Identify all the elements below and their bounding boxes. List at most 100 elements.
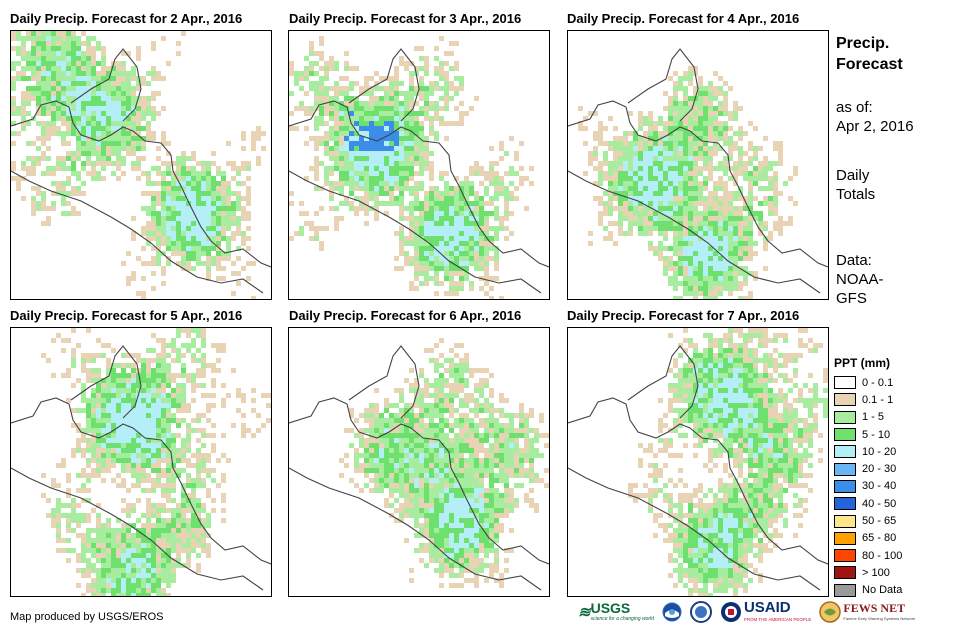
- precip-cell: [141, 296, 146, 299]
- precip-cell: [474, 221, 479, 226]
- precip-cell: [206, 176, 211, 181]
- precip-cell: [524, 176, 529, 181]
- precip-cell: [469, 448, 474, 453]
- precip-cell: [156, 408, 161, 413]
- precip-cell: [374, 418, 379, 423]
- precip-cell: [743, 241, 748, 246]
- precip-cell: [206, 251, 211, 256]
- precip-cell: [698, 221, 703, 226]
- precip-cell: [161, 216, 166, 221]
- precip-cell: [434, 403, 439, 408]
- precip-cell: [46, 36, 51, 41]
- precip-cell: [444, 101, 449, 106]
- precip-cell: [191, 418, 196, 423]
- precip-cell: [86, 423, 91, 428]
- precip-cell: [151, 181, 156, 186]
- precip-cell: [454, 216, 459, 221]
- precip-cell: [319, 76, 324, 81]
- precip-cell: [31, 31, 36, 36]
- precip-cell: [738, 191, 743, 196]
- precip-cell: [181, 251, 186, 256]
- precip-cell: [141, 523, 146, 528]
- precip-cell: [663, 196, 668, 201]
- precip-cell: [131, 383, 136, 388]
- precip-cell: [116, 66, 121, 71]
- precip-cell: [126, 428, 131, 433]
- precip-cell: [126, 453, 131, 458]
- precip-cell: [449, 281, 454, 286]
- precip-cell: [56, 81, 61, 86]
- precip-cell: [534, 438, 539, 443]
- precip-cell: [181, 518, 186, 523]
- precip-cell: [389, 453, 394, 458]
- precip-cell: [71, 41, 76, 46]
- precip-cell: [96, 463, 101, 468]
- precip-cell: [206, 171, 211, 176]
- precip-cell: [539, 478, 544, 483]
- precip-cell: [464, 413, 469, 418]
- precip-cell: [121, 116, 126, 121]
- precip-cell: [678, 176, 683, 181]
- precip-cell: [404, 146, 409, 151]
- precip-cell: [116, 91, 121, 96]
- precip-cell: [334, 151, 339, 156]
- precip-cell: [191, 241, 196, 246]
- precip-cell: [101, 86, 106, 91]
- precip-cell: [56, 528, 61, 533]
- precip-cell: [101, 111, 106, 116]
- precip-cell: [414, 428, 419, 433]
- precip-cell: [389, 136, 394, 141]
- precip-cell: [454, 226, 459, 231]
- precip-cell: [71, 156, 76, 161]
- precip-cell: [374, 101, 379, 106]
- precip-cell: [673, 106, 678, 111]
- precip-cell: [181, 453, 186, 458]
- precip-cell: [394, 151, 399, 156]
- precip-cell: [713, 131, 718, 136]
- precip-cell: [723, 236, 728, 241]
- precip-cell: [339, 151, 344, 156]
- precip-cell: [693, 216, 698, 221]
- precip-cell: [324, 76, 329, 81]
- precip-cell: [409, 206, 414, 211]
- precip-cell: [389, 146, 394, 151]
- precip-cell: [196, 221, 201, 226]
- precip-cell: [673, 206, 678, 211]
- precip-cell: [708, 131, 713, 136]
- precip-cell: [718, 181, 723, 186]
- precip-cell: [106, 81, 111, 86]
- precip-cell: [91, 433, 96, 438]
- precip-cell: [708, 176, 713, 181]
- precip-cell: [588, 241, 593, 246]
- precip-cell: [723, 231, 728, 236]
- precip-cell: [419, 181, 424, 186]
- precip-cell: [226, 256, 231, 261]
- precip-cell: [479, 443, 484, 448]
- precip-cell: [349, 141, 354, 146]
- precip-cell: [419, 111, 424, 116]
- precip-cell: [414, 241, 419, 246]
- precip-cell: [166, 558, 171, 563]
- precip-cell: [364, 458, 369, 463]
- precip-cell: [181, 538, 186, 543]
- precip-cell: [364, 121, 369, 126]
- precip-cell: [166, 171, 171, 176]
- precip-cell: [131, 428, 136, 433]
- precip-cell: [489, 236, 494, 241]
- precip-cell: [66, 338, 71, 343]
- precip-cell: [334, 161, 339, 166]
- precip-cell: [121, 433, 126, 438]
- precip-cell: [738, 171, 743, 176]
- precip-cell: [106, 573, 111, 578]
- precip-cell: [713, 201, 718, 206]
- precip-cell: [186, 448, 191, 453]
- precip-cell: [464, 206, 469, 211]
- precip-cell: [116, 528, 121, 533]
- precip-cell: [339, 116, 344, 121]
- precip-cell: [171, 548, 176, 553]
- precip-cell: [186, 478, 191, 483]
- precip-cell: [693, 266, 698, 271]
- precip-cell: [683, 136, 688, 141]
- precip-cell: [469, 286, 474, 291]
- precip-cell: [146, 121, 151, 126]
